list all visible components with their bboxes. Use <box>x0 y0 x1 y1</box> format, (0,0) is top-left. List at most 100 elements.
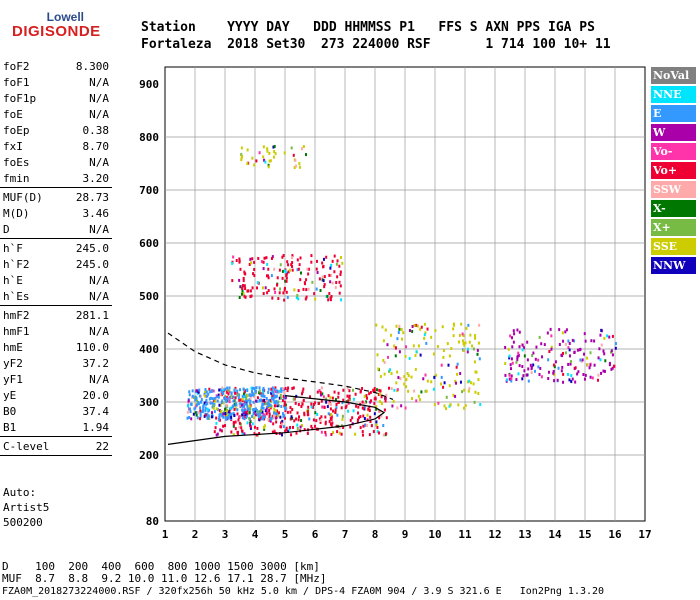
echo-point <box>336 413 339 417</box>
echo-point <box>248 416 251 420</box>
echo-point <box>557 366 560 370</box>
echo-point <box>396 388 399 392</box>
echo-point <box>222 391 225 395</box>
echo-point <box>295 431 298 435</box>
echo-point <box>562 380 565 384</box>
param-separator <box>0 305 112 306</box>
echo-point <box>396 370 399 374</box>
echo-point <box>411 329 414 333</box>
echo-point <box>197 411 200 415</box>
echo-point <box>228 414 231 418</box>
echo-point <box>329 280 332 284</box>
echo-point <box>221 399 224 403</box>
param-value: 245.0 <box>75 242 109 255</box>
echo-point <box>232 255 235 259</box>
echo-point <box>273 430 276 434</box>
echo-point <box>459 372 462 376</box>
echo-point <box>568 354 571 358</box>
echo-point <box>558 328 561 332</box>
echo-point <box>256 399 259 403</box>
echo-point <box>262 402 265 406</box>
echo-point <box>313 424 316 428</box>
echo-point <box>600 343 603 347</box>
echo-point <box>217 393 220 397</box>
echo-point <box>252 393 255 397</box>
echo-point <box>316 412 319 416</box>
param-value: 0.38 <box>82 124 110 137</box>
echo-point <box>474 370 477 374</box>
echo-point <box>314 411 317 415</box>
echo-point <box>567 362 570 366</box>
echo-point <box>260 409 263 413</box>
echo-point <box>273 407 276 411</box>
echo-point <box>281 419 284 423</box>
echo-point <box>330 415 333 419</box>
echo-point <box>241 394 244 398</box>
echo-point <box>327 412 330 416</box>
echo-point <box>598 347 601 351</box>
echo-point <box>440 382 443 386</box>
echo-point <box>398 327 401 331</box>
echo-point <box>463 406 466 410</box>
echo-point <box>218 413 221 417</box>
echo-point <box>279 415 282 419</box>
echo-point <box>251 422 254 426</box>
echo-point <box>253 432 256 436</box>
echo-point <box>356 420 359 424</box>
echo-point <box>220 410 223 414</box>
echo-point <box>540 342 543 346</box>
echo-point <box>372 430 375 434</box>
echo-point <box>273 144 276 148</box>
echo-point <box>220 393 223 397</box>
echo-point <box>222 424 225 428</box>
echo-point <box>267 165 270 169</box>
echo-point <box>510 374 513 378</box>
echo-point <box>517 353 520 357</box>
echo-point <box>331 259 334 263</box>
echo-point <box>397 376 400 380</box>
echo-point <box>238 398 241 402</box>
echo-point <box>568 341 571 345</box>
echo-point <box>278 389 281 393</box>
echo-point <box>278 396 281 400</box>
echo-point <box>340 256 343 260</box>
echo-point <box>549 327 552 331</box>
echo-point <box>382 424 385 428</box>
echo-point <box>329 422 332 426</box>
echo-point <box>561 365 564 369</box>
echo-point <box>288 427 291 431</box>
echo-point <box>589 351 592 355</box>
param-value: N/A <box>89 325 109 338</box>
echo-point <box>194 398 197 402</box>
echo-point <box>415 399 418 403</box>
param-name: foF1 <box>3 76 30 89</box>
echo-point <box>303 281 306 285</box>
echo-point <box>276 401 279 405</box>
echo-point <box>220 429 223 433</box>
echo-point <box>423 336 426 340</box>
echo-point <box>249 396 252 400</box>
echo-point <box>254 407 257 411</box>
echo-point <box>339 284 342 288</box>
echo-point <box>510 376 513 380</box>
echo-point <box>292 153 295 157</box>
echo-point <box>336 430 339 434</box>
echo-point <box>234 391 237 395</box>
echo-point <box>208 390 211 394</box>
echo-point <box>225 399 228 403</box>
echo-point <box>200 400 203 404</box>
param-name: h`F2 <box>3 258 30 271</box>
echo-point <box>291 425 294 429</box>
echo-point <box>261 286 264 290</box>
echo-point <box>385 432 388 436</box>
legend-w: W <box>651 124 696 141</box>
echo-point <box>249 407 252 411</box>
echo-point <box>608 335 611 339</box>
echo-point <box>250 394 253 398</box>
echo-point <box>284 407 287 411</box>
echo-point <box>463 388 466 392</box>
echo-point <box>299 278 302 282</box>
echo-point <box>286 389 289 393</box>
echo-point <box>561 331 564 335</box>
echo-point <box>310 405 313 409</box>
